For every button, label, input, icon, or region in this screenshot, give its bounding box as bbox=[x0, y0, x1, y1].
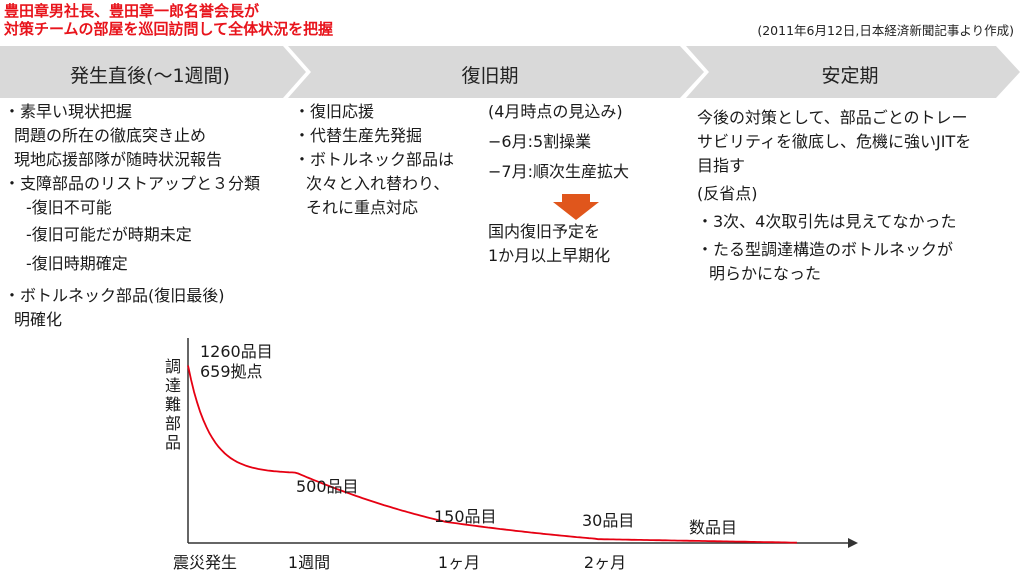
phase-arrow-3 bbox=[686, 46, 1020, 98]
data-label: 30品目 bbox=[582, 511, 634, 530]
x-tick-label: 2ヶ月 bbox=[584, 553, 626, 572]
x-tick-label: 1週間 bbox=[288, 553, 330, 572]
phase-label-recovery: 復旧期 bbox=[461, 65, 519, 87]
phase-arrow-2 bbox=[288, 46, 704, 98]
data-label: 500品目 bbox=[296, 477, 359, 496]
phase-arrow-band bbox=[0, 46, 1020, 98]
col1-line: 明確化 bbox=[14, 310, 63, 329]
shortage-curve bbox=[187, 365, 797, 544]
column-initial-response: ・素早い現状把握 問題の所在の徹底突き止め 現地応援部隊が随時状況報告 ・支障部… bbox=[4, 100, 260, 332]
col4-line: (反省点) bbox=[697, 184, 758, 203]
phase-label-stable: 安定期 bbox=[821, 65, 879, 87]
data-label: 数品目 bbox=[689, 518, 737, 537]
result-line: 国内復旧予定を bbox=[488, 222, 601, 241]
col2-line: ・復旧応援 bbox=[294, 102, 375, 121]
data-label: 150品目 bbox=[434, 507, 497, 526]
x-tick-label: 震災発生 bbox=[173, 553, 237, 572]
column-stable-measures: 今後の対策として、部品ごとのトレー サビリティを徹底し、危機に強いJITを 目指… bbox=[697, 106, 971, 286]
x-axis-arrowhead bbox=[848, 538, 858, 548]
col2-line: ・代替生産先発掘 bbox=[294, 126, 423, 145]
result-line: 1か月以上早期化 bbox=[488, 246, 611, 265]
down-arrow-icon bbox=[553, 194, 599, 220]
data-label: 1260品目 bbox=[200, 342, 273, 361]
col1-line: -復旧時期確定 bbox=[26, 254, 128, 273]
col2-line: 次々と入れ替わり、 bbox=[306, 174, 450, 193]
y-axis-label-char: 調 bbox=[165, 357, 181, 376]
y-axis-label-char: 部 bbox=[165, 414, 181, 433]
outlook-result: 国内復旧予定を 1か月以上早期化 bbox=[488, 220, 610, 268]
col3-line: −6月:5割操業 bbox=[488, 132, 592, 151]
column-outlook: (4月時点の見込み) −6月:5割操業 −7月:順次生産拡大 bbox=[488, 100, 629, 184]
phase-label-initial: 発生直後(～1週間) bbox=[70, 65, 230, 87]
col4-line: 目指す bbox=[697, 156, 746, 175]
col2-line: ・ボトルネック部品は bbox=[294, 150, 455, 169]
col1-line: ・支障部品のリストアップと３分類 bbox=[4, 174, 261, 193]
col4-line: ・3次、4次取引先は見えてなかった bbox=[697, 212, 957, 231]
phase-arrow-1 bbox=[0, 46, 306, 98]
col2-line: それに重点対応 bbox=[306, 198, 419, 217]
x-tick-label: 1ヶ月 bbox=[438, 553, 480, 572]
y-axis-label-char: 品 bbox=[165, 433, 181, 452]
headline-line-2: 対策チームの部屋を巡回訪問して全体状況を把握 bbox=[4, 20, 334, 38]
col1-line: -復旧不可能 bbox=[26, 198, 112, 217]
column-recovery-support: ・復旧応援 ・代替生産先発掘 ・ボトルネック部品は 次々と入れ替わり、 それに重… bbox=[294, 100, 454, 220]
data-label: 659拠点 bbox=[200, 362, 263, 381]
col4-line: ・たる型調達構造のボトルネックが bbox=[697, 240, 954, 259]
col1-line: 問題の所在の徹底突き止め bbox=[14, 126, 207, 145]
col3-line: (4月時点の見込み) bbox=[488, 102, 623, 121]
col1-line: 現地応援部隊が随時状況報告 bbox=[14, 150, 223, 169]
y-axis-label-char: 達 bbox=[165, 376, 181, 395]
col4-line: 今後の対策として、部品ごとのトレー bbox=[697, 108, 968, 127]
col3-line: −7月:順次生産拡大 bbox=[488, 162, 629, 181]
y-axis-label-char: 難 bbox=[165, 395, 181, 414]
headline-line-1: 豊田章男社長、豊田章一郎名誉会長が bbox=[4, 2, 260, 20]
col1-line: ・ボトルネック部品(復旧最後) bbox=[4, 286, 225, 305]
source-note: (2011年6月12日,日本経済新聞記事より作成) bbox=[757, 23, 1014, 38]
col1-line: ・素早い現状把握 bbox=[4, 102, 133, 121]
col4-line: サビリティを徹底し、危機に強いJITを bbox=[697, 132, 972, 151]
headline: 豊田章男社長、豊田章一郎名誉会長が 対策チームの部屋を巡回訪問して全体状況を把握 bbox=[4, 2, 333, 38]
col4-line: 明らかになった bbox=[709, 264, 822, 283]
col1-line: -復旧可能だが時期未定 bbox=[26, 225, 192, 244]
